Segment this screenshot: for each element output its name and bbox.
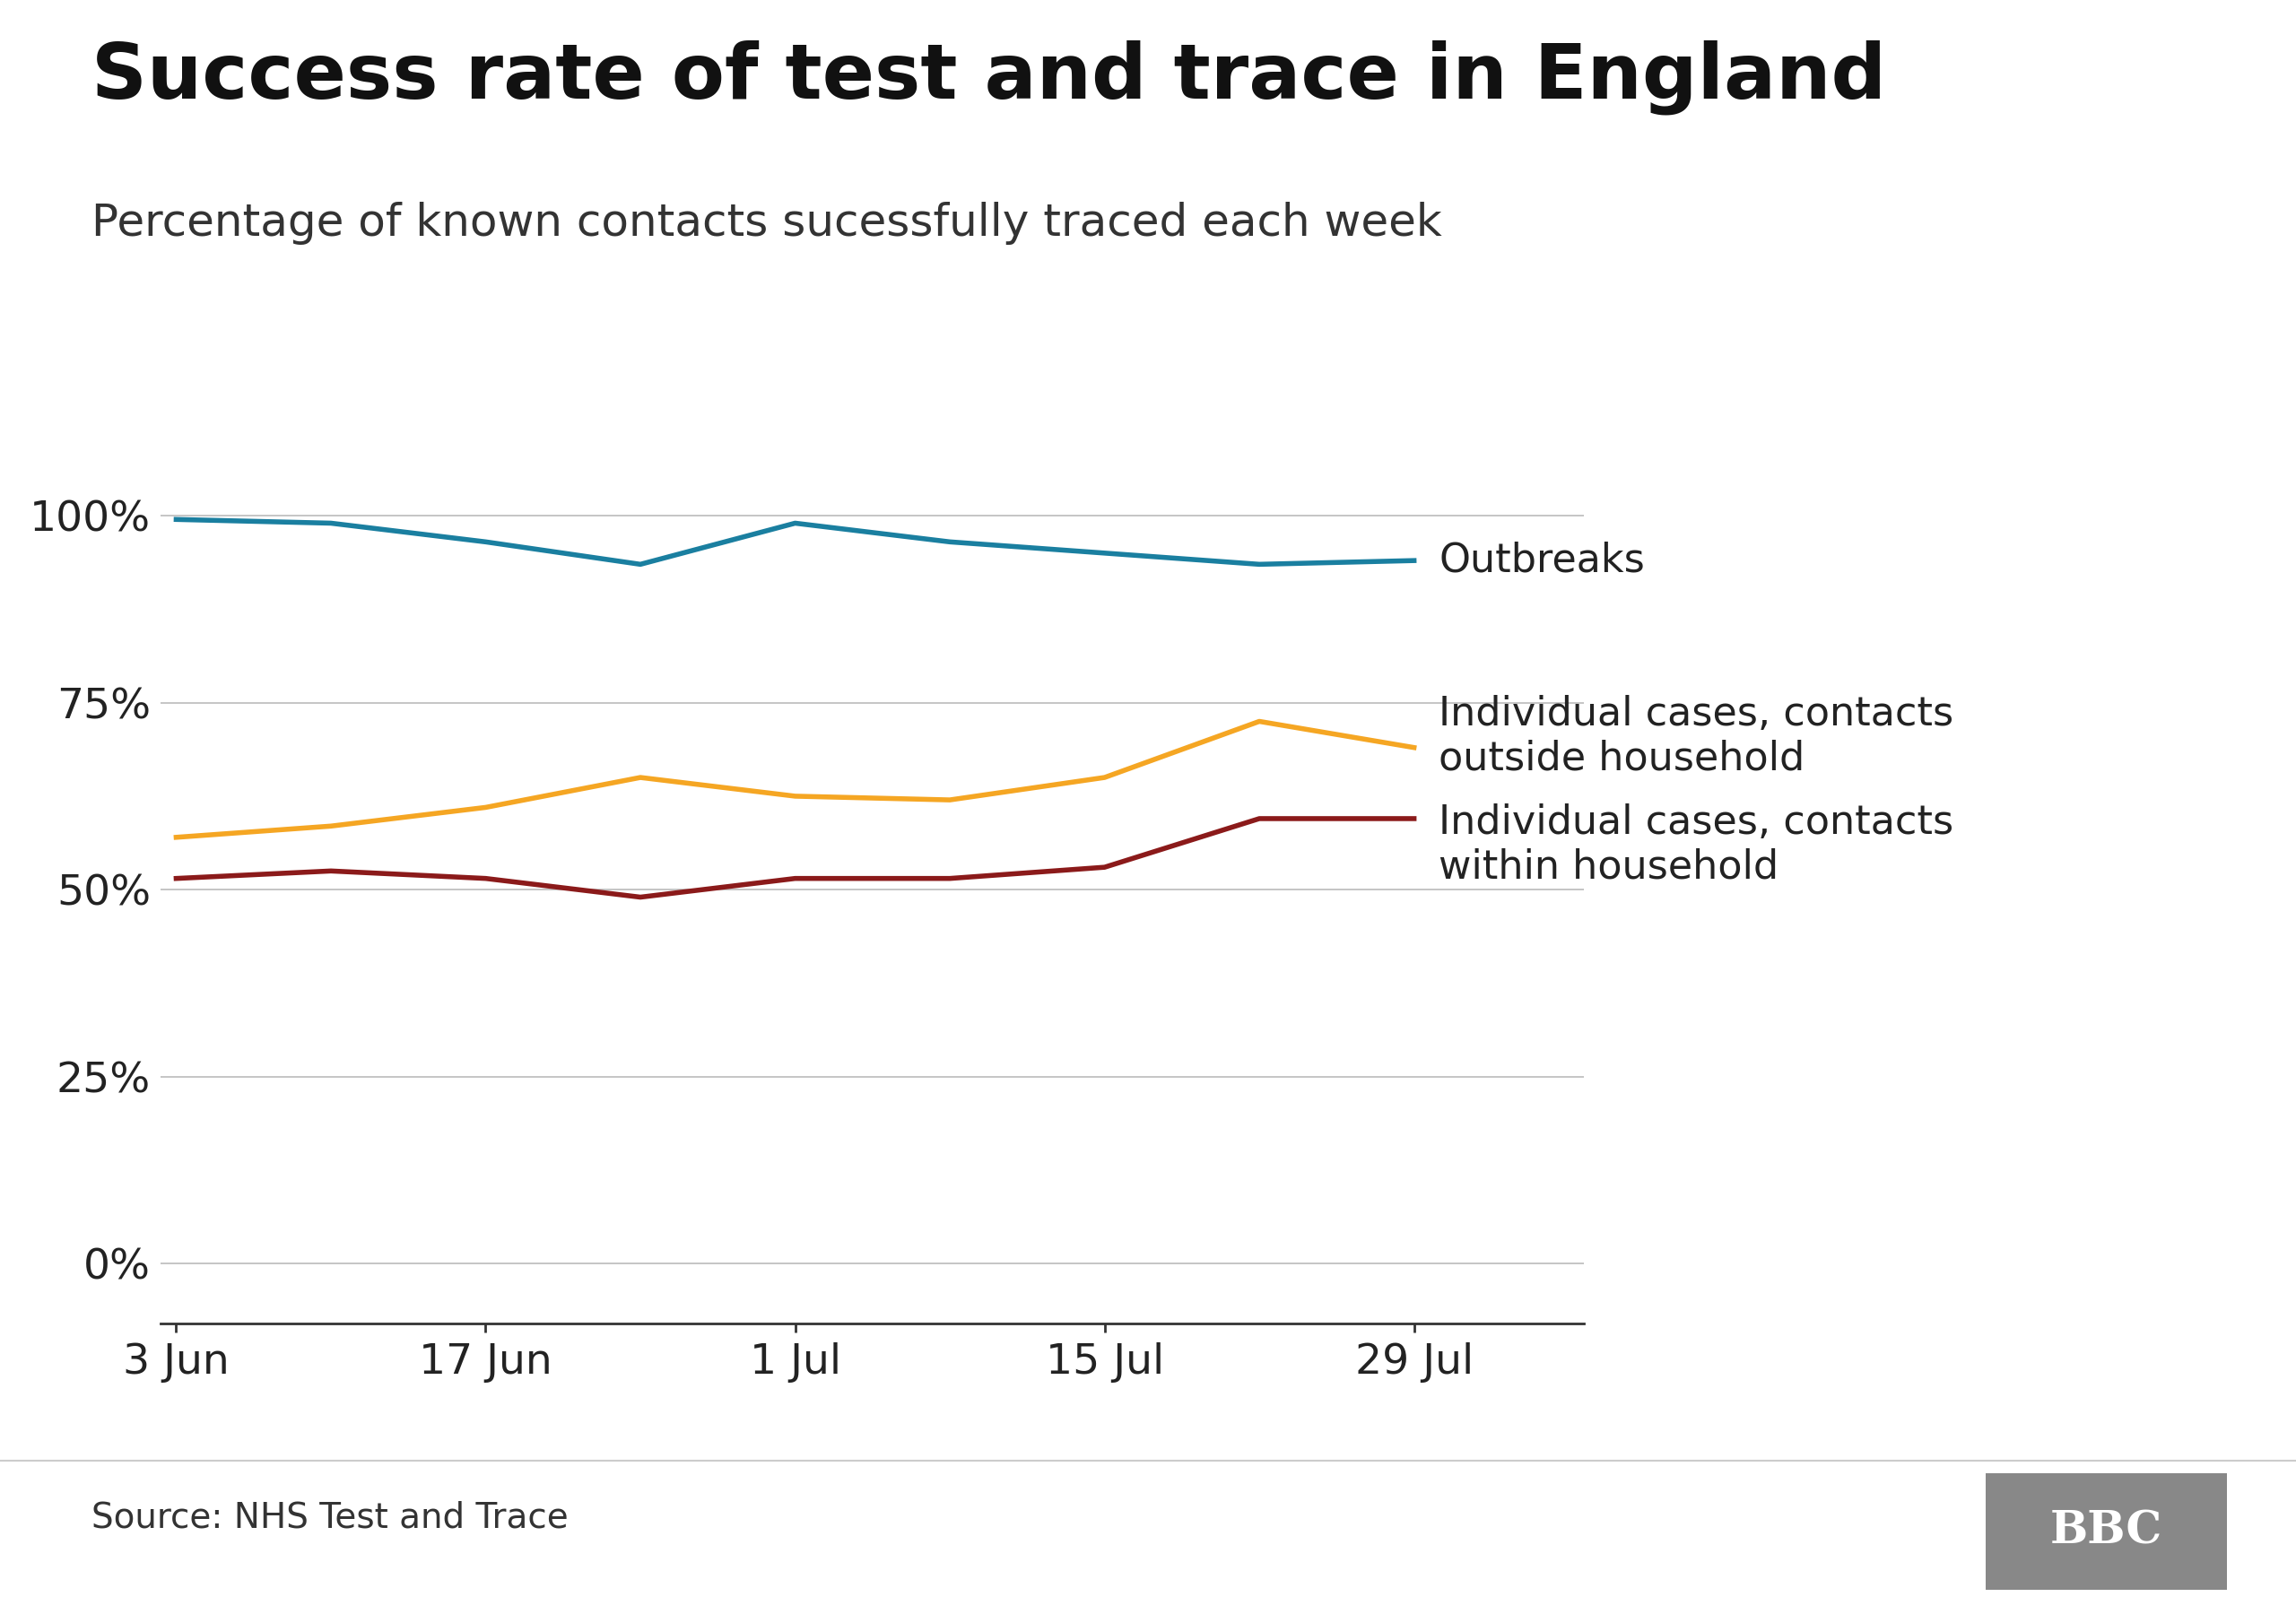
Text: Individual cases, contacts
outside household: Individual cases, contacts outside house… (1440, 694, 1954, 778)
Text: Success rate of test and trace in England: Success rate of test and trace in Englan… (92, 40, 1887, 115)
Text: Individual cases, contacts
within household: Individual cases, contacts within househ… (1440, 804, 1954, 886)
Text: Percentage of known contacts sucessfully traced each week: Percentage of known contacts sucessfully… (92, 202, 1442, 245)
Text: BBC: BBC (2050, 1509, 2163, 1554)
Text: Source: NHS Test and Trace: Source: NHS Test and Trace (92, 1499, 569, 1535)
Text: Outbreaks: Outbreaks (1440, 541, 1644, 579)
